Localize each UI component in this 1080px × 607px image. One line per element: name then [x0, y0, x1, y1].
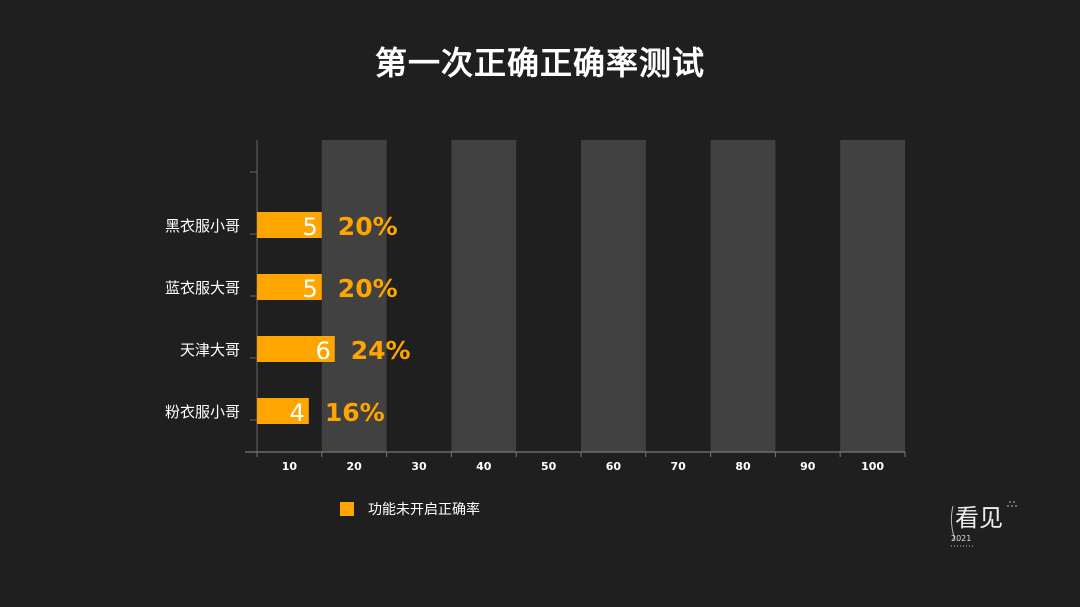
value-label-0: 5 — [303, 213, 318, 241]
bars — [257, 212, 335, 424]
percent-label-2: 24% — [351, 336, 411, 365]
percent-label-0: 20% — [338, 212, 398, 241]
percent-label-3: 16% — [325, 398, 385, 427]
legend-swatch — [340, 502, 354, 516]
x-tick-label-50: 50 — [541, 460, 557, 473]
x-tick-label-90: 90 — [800, 460, 816, 473]
bar-2 — [257, 336, 335, 362]
value-label-1: 5 — [303, 275, 318, 303]
band-7 — [710, 140, 776, 452]
category-label-0: 黑衣服小哥 — [165, 217, 240, 235]
x-tick-label-10: 10 — [282, 460, 298, 473]
value-label-2: 6 — [315, 337, 330, 365]
category-label-3: 粉衣服小哥 — [165, 403, 240, 421]
x-tick-label-80: 80 — [735, 460, 751, 473]
band-3 — [451, 140, 517, 452]
logo: 看见 2021 — [950, 501, 1019, 547]
logo-main-text: 看见 — [955, 504, 1003, 532]
legend: 功能未开启正确率 — [340, 499, 480, 519]
band-5 — [581, 140, 646, 452]
percent-label-1: 20% — [338, 274, 398, 303]
category-label-2: 天津大哥 — [180, 341, 240, 359]
x-tick-label-100: 100 — [861, 460, 884, 473]
x-tick-label-40: 40 — [476, 460, 492, 473]
bar-0 — [257, 212, 322, 238]
category-label-1: 蓝衣服大哥 — [165, 279, 240, 297]
x-tick-label-20: 20 — [347, 460, 363, 473]
chart-axes: 10 20 30 40 50 60 70 80 90 100 — [245, 140, 906, 473]
alternating-bands — [321, 140, 905, 452]
band-1 — [321, 140, 387, 452]
band-9 — [840, 140, 905, 452]
x-tick-label-30: 30 — [411, 460, 427, 473]
labels: 黑衣服小哥 5 20% 蓝衣服大哥 5 20% 天津大哥 6 24% 粉衣服小哥 4 16% — [165, 212, 411, 427]
value-label-3: 4 — [290, 399, 305, 427]
bar-3 — [257, 398, 309, 424]
chart-title: 第一次正确正确率测试 — [374, 44, 705, 82]
logo-year-text: 2021 — [951, 534, 971, 543]
x-tick-label-70: 70 — [671, 460, 687, 473]
bar-1 — [257, 274, 322, 300]
x-tick-label-60: 60 — [606, 460, 622, 473]
legend-label: 功能未开启正确率 — [368, 502, 480, 518]
